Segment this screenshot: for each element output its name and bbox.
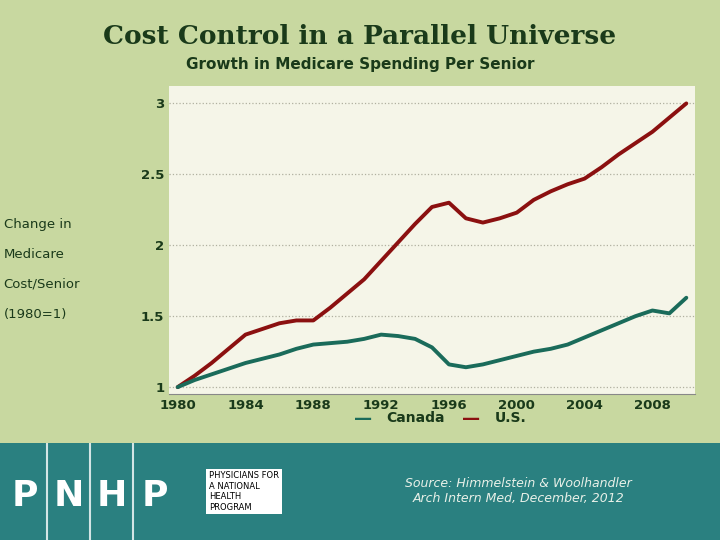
Text: Source: Himmelstein & Woolhandler
Arch Intern Med, December, 2012: Source: Himmelstein & Woolhandler Arch I…: [405, 477, 631, 505]
Text: —: —: [354, 409, 372, 428]
Text: Growth in Medicare Spending Per Senior: Growth in Medicare Spending Per Senior: [186, 57, 534, 72]
Text: Cost/Senior: Cost/Senior: [4, 278, 80, 291]
Text: Cost Control in a Parallel Universe: Cost Control in a Parallel Universe: [104, 24, 616, 49]
Text: Change in: Change in: [4, 218, 71, 232]
Text: Medicare: Medicare: [4, 248, 65, 261]
Text: H: H: [96, 480, 127, 513]
Text: U.S.: U.S.: [495, 411, 526, 426]
Text: N: N: [53, 480, 84, 513]
Text: PHYSICIANS FOR
A NATIONAL
HEALTH
PROGRAM: PHYSICIANS FOR A NATIONAL HEALTH PROGRAM: [209, 471, 279, 511]
Text: —: —: [462, 409, 480, 428]
Text: P: P: [12, 480, 38, 513]
Text: (1980=1): (1980=1): [4, 307, 67, 321]
Text: P: P: [142, 480, 168, 513]
Text: Canada: Canada: [387, 411, 445, 426]
